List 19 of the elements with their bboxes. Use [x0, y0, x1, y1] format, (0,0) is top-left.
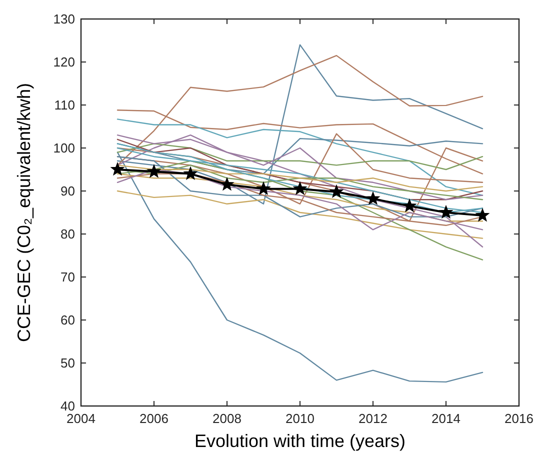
y-tick-label: 40: [60, 398, 75, 414]
y-tick-label: 50: [60, 356, 75, 370]
y-axis-title: CCE-GEC (C0₂_equivalent/kwh): [14, 82, 34, 342]
y-tick-label: 120: [53, 54, 75, 70]
y-tick-label: 70: [60, 270, 75, 284]
x-tick-label: 2016: [504, 411, 534, 426]
y-tick-label: 110: [54, 98, 75, 112]
x-tick-label: 2008: [212, 411, 242, 426]
y-tick-label: 130: [53, 12, 75, 26]
x-tick-label: 2012: [358, 411, 388, 426]
y-tick-label: 90: [60, 184, 75, 198]
x-axis-title: Evolution with time (years): [194, 431, 406, 451]
x-tick-label: 2014: [432, 411, 460, 426]
x-tick-label: 2004: [66, 411, 96, 426]
x-tick-label: 2006: [140, 411, 168, 426]
x-tick-label: 2010: [286, 411, 314, 426]
y-tick-label: 60: [60, 312, 75, 328]
y-tick-label: 80: [60, 226, 75, 242]
y-tick-label: 100: [53, 140, 75, 156]
